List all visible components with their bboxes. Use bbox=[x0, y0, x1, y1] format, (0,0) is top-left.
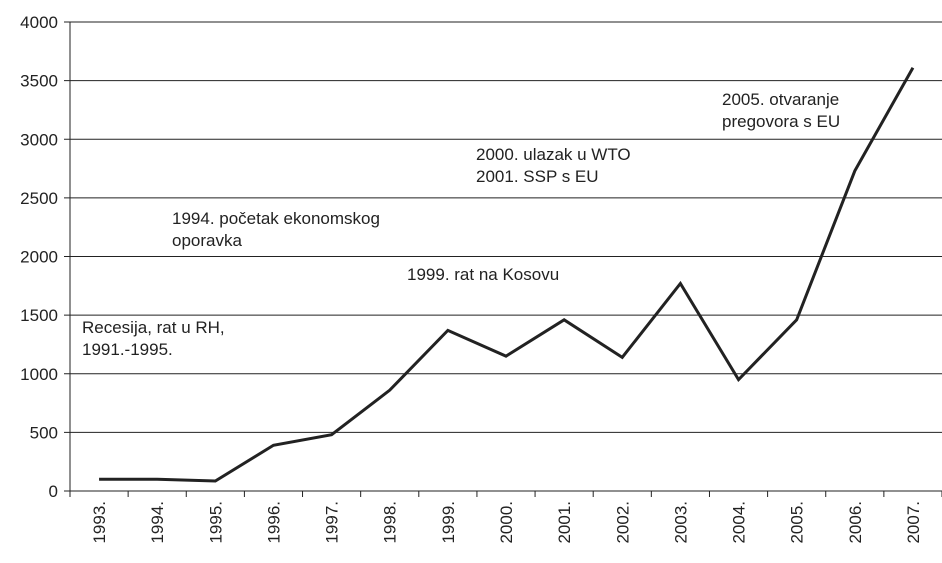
annotation: pregovora s EU bbox=[722, 112, 840, 131]
y-tick-label: 1000 bbox=[20, 365, 58, 384]
annotation: 2000. ulazak u WTO bbox=[476, 145, 631, 164]
x-tick-label: 2003. bbox=[671, 501, 690, 544]
x-tick-label: 1998. bbox=[381, 501, 400, 544]
x-tick-label: 1999. bbox=[439, 501, 458, 544]
annotation: oporavka bbox=[172, 231, 242, 250]
annotation: Recesija, rat u RH, bbox=[82, 318, 225, 337]
x-tick-label: 1993. bbox=[90, 501, 109, 544]
x-tick-label: 1996. bbox=[264, 501, 283, 544]
line bbox=[99, 66, 915, 483]
annotation: 1999. rat na Kosovu bbox=[407, 265, 559, 284]
x-tick-label: 2002. bbox=[613, 501, 632, 544]
x-tick-label: 2004. bbox=[730, 501, 749, 544]
x-tick-label: 2005. bbox=[788, 501, 807, 544]
annotation: 2005. otvaranje bbox=[722, 90, 839, 109]
x-tick-label: 1994. bbox=[148, 501, 167, 544]
x-tick-label: 1997. bbox=[323, 501, 342, 544]
y-tick-label: 4000 bbox=[20, 13, 58, 32]
y-tick-label: 2500 bbox=[20, 189, 58, 208]
y-tick-label: 0 bbox=[49, 482, 58, 501]
x-tick-label: 2006. bbox=[846, 501, 865, 544]
y-tick-label: 3000 bbox=[20, 130, 58, 149]
y-tick-label: 500 bbox=[30, 423, 58, 442]
y-tick-label: 1500 bbox=[20, 306, 58, 325]
x-tick-label: 2000. bbox=[497, 501, 516, 544]
x-tick-label: 1995. bbox=[206, 501, 225, 544]
x-tick-label: 2001. bbox=[555, 501, 574, 544]
y-tick-label: 2000 bbox=[20, 248, 58, 267]
annotation: 1994. početak ekonomskog bbox=[172, 209, 380, 228]
annotation: 1991.-1995. bbox=[82, 340, 173, 359]
x-tick-label: 2007. bbox=[904, 501, 923, 544]
y-tick-label: 3500 bbox=[20, 72, 58, 91]
annotation: 2001. SSP s EU bbox=[476, 167, 599, 186]
